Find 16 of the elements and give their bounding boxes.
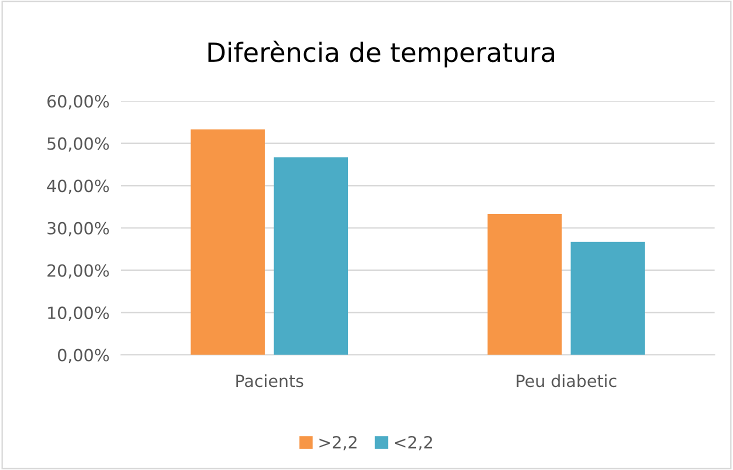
bar xyxy=(274,157,348,355)
bar xyxy=(570,242,645,355)
legend-label: >2,2 xyxy=(319,436,356,450)
y-tick-label: 20,00% xyxy=(48,264,109,279)
y-tick-label: 40,00% xyxy=(47,180,109,194)
x-tick-label: Peu diabetic xyxy=(516,374,616,388)
y-tick-label: 30,00% xyxy=(48,222,109,236)
bar xyxy=(190,129,265,355)
bar xyxy=(488,214,562,355)
y-tick-label: 0,00% xyxy=(58,348,109,364)
chart-title: Diferència de temperatura xyxy=(208,40,554,68)
y-tick-label: 50,00% xyxy=(48,137,109,152)
legend-label: <2,2 xyxy=(394,436,432,450)
x-tick-label: Pacients xyxy=(236,374,304,388)
y-tick-label: 60,00% xyxy=(47,95,109,110)
y-tick-label: 10,00% xyxy=(48,306,109,321)
